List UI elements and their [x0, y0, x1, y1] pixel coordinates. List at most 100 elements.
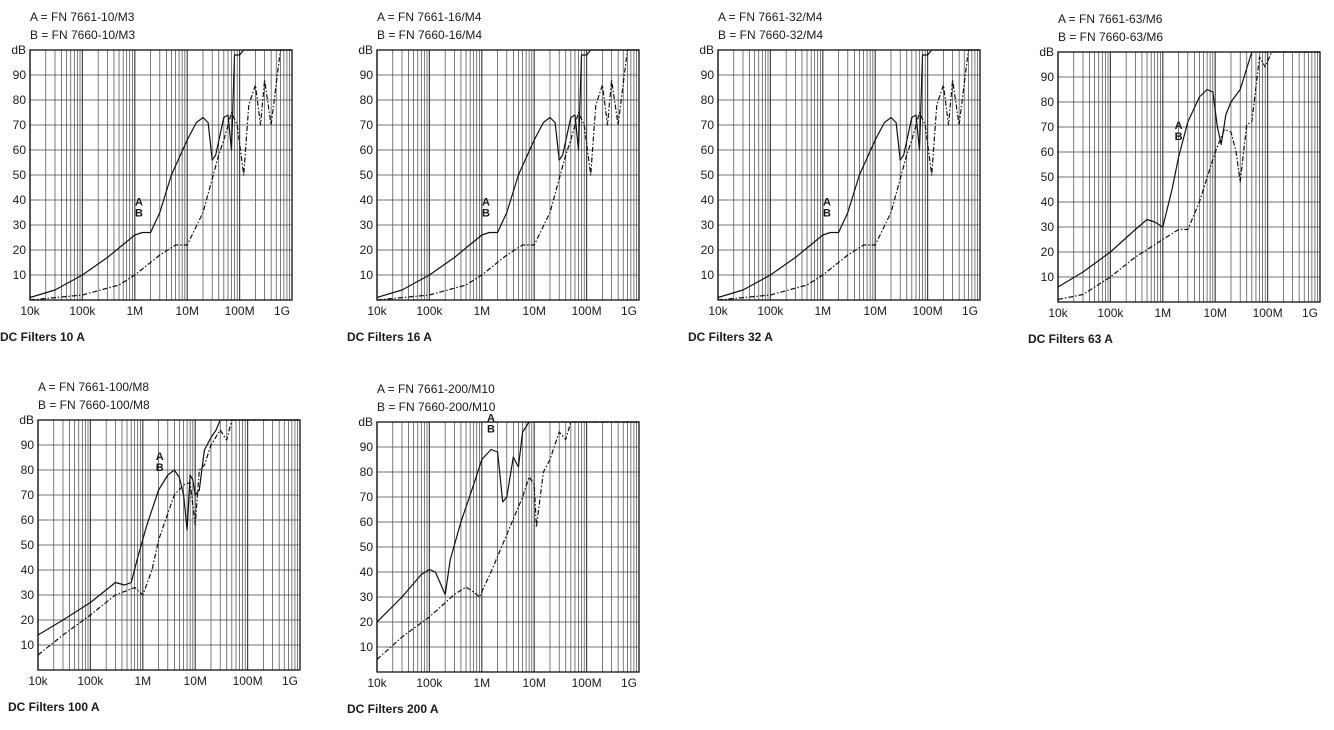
x-tick-label: 100k	[69, 304, 96, 318]
legend-entry-b: B = FN 7660-32/M4	[718, 28, 824, 42]
y-tick-label: 70	[13, 118, 27, 132]
y-tick-label: 90	[1041, 70, 1055, 84]
curve-marker-label: B	[135, 208, 143, 220]
x-tick-label: 1G	[962, 304, 978, 318]
y-tick-label: 30	[360, 590, 374, 604]
curve-marker-label: A	[135, 197, 143, 209]
x-tick-label: 1M	[134, 674, 151, 688]
series-a-line	[717, 49, 980, 299]
chart-panel-dc-filters-16a: A = FN 7661-16/M4 B = FN 7660-16/M4 10 20…	[347, 8, 647, 358]
plot-frame	[717, 49, 981, 301]
y-tick-label: 30	[21, 588, 35, 602]
y-tick-label: 80	[1041, 95, 1055, 109]
series-b-line	[376, 49, 639, 301]
x-tick-label: 1M	[126, 304, 143, 318]
series-b-line	[1057, 51, 1320, 301]
x-tick-label: 100M	[572, 304, 602, 318]
x-tick-label: 10M	[184, 674, 207, 688]
x-tick-label: 10M	[864, 304, 887, 318]
x-tick-label: 100M	[225, 304, 255, 318]
curve-marker-label: A	[487, 413, 495, 425]
y-tick-label: 40	[701, 193, 715, 207]
curve-marker-label: B	[156, 462, 164, 474]
plot-frame	[376, 421, 640, 673]
x-tick-label: 100M	[233, 674, 263, 688]
legend-entry-a: A = FN 7661-63/M6	[1058, 12, 1163, 26]
y-tick-label: 10	[701, 268, 715, 282]
y-tick-label: 60	[1041, 145, 1055, 159]
series-b-line	[376, 421, 639, 660]
y-tick-label: 60	[21, 513, 35, 527]
y-axis-label: dB	[358, 415, 373, 429]
x-tick-label: 10k	[367, 304, 387, 318]
chart-legend: A = FN 7661-32/M4 B = FN 7660-32/M4	[718, 8, 823, 44]
y-tick-label: 40	[360, 193, 374, 207]
x-tick-label: 10k	[708, 304, 728, 318]
series-a-line	[29, 49, 292, 299]
y-tick-label: 20	[1041, 245, 1055, 259]
chart-legend: A = FN 7661-63/M6 B = FN 7660-63/M6	[1058, 10, 1163, 46]
legend-entry-a: A = FN 7661-100/M8	[38, 380, 150, 394]
x-tick-label: 100M	[572, 676, 602, 690]
y-axis-label: dB	[19, 413, 34, 427]
y-tick-label: 50	[360, 168, 374, 182]
chart-legend: A = FN 7661-10/M3 B = FN 7660-10/M3	[30, 8, 135, 44]
y-tick-label: 30	[1041, 220, 1055, 234]
y-tick-label: 90	[360, 440, 374, 454]
y-tick-label: 80	[21, 463, 35, 477]
x-tick-label: 1G	[282, 674, 298, 688]
x-tick-label: 1M	[1154, 306, 1171, 320]
y-tick-label: 50	[13, 168, 27, 182]
legend-entry-a: A = FN 7661-200/M10	[377, 382, 495, 396]
x-tick-label: 10M	[1204, 306, 1227, 320]
y-tick-label: 90	[701, 68, 715, 82]
y-tick-label: 20	[701, 243, 715, 257]
y-tick-label: 70	[701, 118, 715, 132]
y-tick-label: 70	[360, 118, 374, 132]
chart-panel-dc-filters-10a: A = FN 7661-10/M3 B = FN 7660-10/M3 10 20…	[0, 8, 300, 358]
series-a-line	[37, 419, 300, 636]
y-tick-label: 50	[21, 538, 35, 552]
curve-marker-label: B	[1175, 131, 1183, 143]
x-tick-label: 1G	[1302, 306, 1318, 320]
y-tick-label: 20	[21, 613, 35, 627]
curve-marker-label: B	[823, 208, 831, 220]
plot-frame	[29, 49, 293, 301]
y-tick-label: 90	[13, 68, 27, 82]
y-tick-label: 50	[360, 540, 374, 554]
x-tick-label: 100k	[1097, 306, 1124, 320]
y-tick-label: 70	[360, 490, 374, 504]
y-tick-label: 90	[21, 438, 35, 452]
attenuation-chart: 10 20 30 40 50 60 70 80 90 dB 10k 100k 1M 10M 100M 1G AB	[11, 43, 293, 318]
x-tick-label: 10k	[1048, 306, 1068, 320]
y-tick-label: 90	[360, 68, 374, 82]
x-tick-label: 10k	[20, 304, 40, 318]
attenuation-chart: 10 20 30 40 50 60 70 80 90 dB 10k 100k 1M 10M 100M 1G AB	[1039, 45, 1321, 320]
legend-entry-b: B = FN 7660-100/M8	[38, 398, 150, 412]
plot-frame	[37, 419, 301, 671]
chart-panel-dc-filters-100a: A = FN 7661-100/M8 B = FN 7660-100/M8 10…	[8, 378, 308, 728]
legend-entry-a: A = FN 7661-10/M3	[30, 10, 135, 24]
y-tick-label: 70	[1041, 120, 1055, 134]
grid	[29, 50, 292, 300]
plot-frame	[376, 49, 640, 301]
y-tick-label: 20	[360, 615, 374, 629]
y-tick-label: 10	[13, 268, 27, 282]
y-tick-label: 60	[360, 143, 374, 157]
series-a-line	[376, 421, 639, 623]
x-tick-label: 10M	[176, 304, 199, 318]
x-tick-label: 1G	[621, 304, 637, 318]
y-tick-label: 80	[13, 93, 27, 107]
chart-title: DC Filters 100 A	[8, 700, 100, 714]
series-b-line	[717, 49, 980, 301]
x-tick-label: 10M	[523, 304, 546, 318]
series-b-line	[37, 419, 300, 656]
x-tick-label: 1G	[274, 304, 290, 318]
y-tick-label: 10	[21, 638, 35, 652]
x-tick-label: 1M	[814, 304, 831, 318]
curve-marker-label: A	[823, 197, 831, 209]
x-tick-label: 100k	[77, 674, 104, 688]
y-tick-label: 80	[701, 93, 715, 107]
x-tick-label: 100k	[416, 676, 443, 690]
y-axis-label: dB	[1039, 45, 1054, 59]
